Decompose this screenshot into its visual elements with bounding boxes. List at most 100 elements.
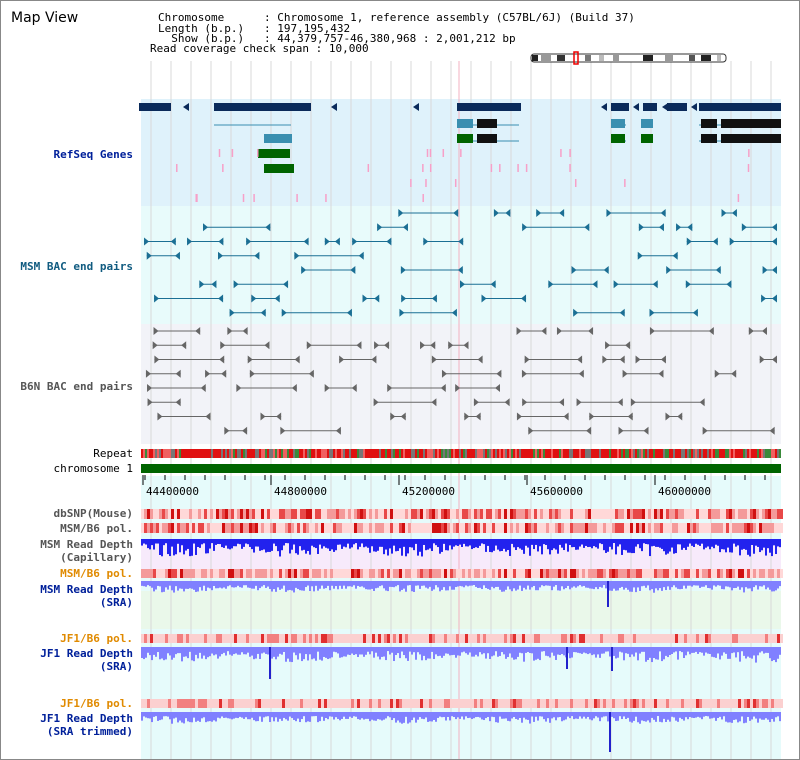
msm-pol-sra-heat	[594, 569, 597, 578]
jf1-sra-depth	[663, 647, 665, 660]
repeat-mark	[281, 449, 283, 458]
jf1-pol-heat	[585, 634, 588, 643]
dbsnp-heat	[189, 509, 192, 519]
jf1-trimmed-depth	[339, 712, 341, 721]
jf1-sra-depth	[571, 647, 573, 658]
jf1-sra-depth	[273, 647, 275, 657]
msm-pol-heat	[606, 523, 609, 533]
repeat-mark	[497, 449, 499, 458]
jf1-pol-heat	[582, 634, 585, 643]
jf1-pol-trimmed-heat	[396, 699, 399, 708]
msm-capillary-depth	[557, 539, 559, 554]
jf1-sra-depth	[521, 647, 523, 654]
repeat-mark	[579, 449, 581, 458]
msm-pol-heat	[147, 523, 150, 533]
jf1-sra-depth	[653, 647, 655, 659]
msm-sra-depth	[425, 581, 427, 588]
msm-pol-heat	[528, 523, 531, 533]
msm-capillary-depth	[151, 539, 153, 546]
repeat-mark	[211, 449, 213, 458]
dbsnp-heat	[576, 509, 579, 519]
msm-pol-heat	[177, 523, 180, 533]
b6n-bac-pair-end	[224, 426, 230, 435]
msm-capillary-depth	[247, 539, 249, 545]
msm-capillary-depth	[657, 539, 659, 547]
msm-pol-heat	[414, 523, 417, 533]
msm-sra-depth	[739, 581, 741, 590]
jf1-sra-depth	[581, 647, 583, 654]
jf1-trimmed-depth	[501, 712, 503, 719]
jf1-pol-trimmed-heat	[327, 699, 330, 708]
jf1-sra-depth	[553, 647, 555, 656]
msm-capillary-depth	[611, 539, 613, 550]
repeat-mark	[229, 449, 231, 458]
jf1-trimmed-depth	[301, 712, 303, 720]
msm-pol-heat	[675, 523, 678, 533]
msm-capillary-depth	[407, 539, 409, 554]
dbsnp-heat	[276, 509, 279, 519]
repeat-mark	[291, 449, 293, 458]
repeat-mark	[341, 449, 343, 458]
refseq-variant-mark	[218, 149, 221, 157]
dbsnp-label: dbSNP(Mouse)	[53, 507, 133, 520]
msm-pol-sra-heat	[549, 569, 552, 578]
msm-capillary-depth	[177, 539, 179, 544]
b6n-bac-pair-end	[516, 327, 522, 335]
msm-sra-depth	[245, 581, 247, 586]
dbsnp-heat	[228, 509, 231, 519]
msm-pol-heat	[192, 523, 195, 533]
jf1-trimmed-depth	[497, 712, 499, 723]
msm-capillary-depth	[347, 539, 349, 544]
jf1-sra-depth	[305, 647, 307, 655]
jf1-pol-trimmed-heat	[240, 699, 243, 708]
msm-pol-sra-heat	[606, 569, 609, 578]
jf1-pol-trimmed-heat	[180, 699, 183, 708]
repeat-mark	[195, 449, 197, 458]
msm-capillary-depth	[371, 539, 373, 547]
dbsnp-heat	[744, 509, 747, 519]
repeat-mark	[639, 449, 641, 458]
repeat-mark	[747, 449, 749, 458]
jf1-pol-trimmed-heat	[768, 699, 771, 708]
jf1-sra-depth	[219, 647, 221, 657]
msm-pol-heat	[537, 523, 540, 533]
refseq-exon-green	[701, 134, 717, 143]
dbsnp-heat	[762, 509, 765, 519]
msm-capillary-depth	[281, 539, 283, 551]
jf1-sra-depth	[321, 647, 323, 661]
jf1-pol-heat	[324, 634, 327, 643]
jf1-pol-heat	[561, 634, 564, 643]
repeat-mark	[377, 449, 379, 458]
jf1-sra-depth	[169, 647, 171, 656]
jf1-trimmed-depth	[245, 712, 247, 718]
msm-pol-heat	[441, 523, 444, 533]
dbsnp-heat	[660, 509, 663, 519]
jf1-sra-depth	[637, 647, 639, 661]
msm-pol-heat	[327, 523, 330, 533]
repeat-mark	[463, 449, 465, 458]
chromosome-ideogram	[530, 53, 727, 63]
dbsnp-heat	[507, 509, 510, 519]
msm-capillary-depth	[483, 539, 485, 545]
jf1-pol-heat	[456, 634, 459, 643]
repeat-mark	[387, 449, 389, 458]
dbsnp-heat	[285, 509, 288, 519]
msm-bac-pair-end	[731, 209, 737, 217]
msm-sra-depth	[349, 581, 351, 587]
msm-capillary-depth	[391, 539, 393, 554]
jf1-pol-heat	[531, 634, 534, 643]
msm-capillary-depth	[183, 539, 185, 555]
msm-pol-sra-heat	[570, 569, 573, 578]
jf1-pol-trimmed-heat	[477, 699, 480, 708]
jf1-pol-trimmed-heat	[420, 699, 423, 708]
jf1-pol-heat	[486, 634, 489, 643]
msm-capillary-depth	[377, 539, 379, 551]
msm-bac-pair-end	[398, 209, 404, 217]
b6n-bac-pair-end	[495, 384, 501, 392]
dbsnp-heat	[294, 509, 297, 519]
jf1-trimmed-depth	[175, 712, 177, 718]
msm-pol-sra-heat	[759, 569, 762, 578]
dbsnp-heat	[462, 509, 465, 519]
msm-pol-heat	[276, 523, 279, 533]
